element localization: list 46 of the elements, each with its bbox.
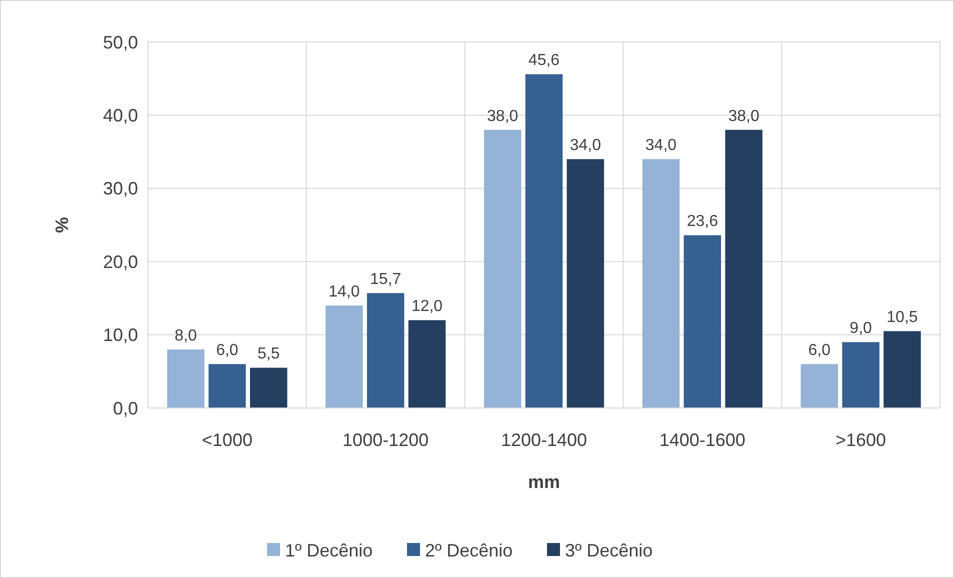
legend-label: 2º Decênio [425, 540, 513, 560]
y-tick-label: 50,0 [102, 32, 138, 52]
x-tick-label: 1000-1200 [342, 430, 429, 450]
bar [484, 130, 522, 408]
bar [566, 159, 604, 408]
data-label: 10,5 [886, 309, 918, 326]
legend-label: 3º Decênio [565, 540, 653, 560]
data-label: 34,0 [570, 137, 602, 154]
bar [842, 342, 880, 408]
data-label: 45,6 [528, 52, 560, 70]
data-label: 12,0 [411, 298, 443, 316]
data-label: 38,0 [487, 108, 518, 125]
legend-label: 1º Decênio [285, 540, 373, 560]
data-label: 6,0 [216, 342, 238, 360]
data-label: 34,0 [645, 137, 677, 154]
bar [684, 235, 722, 408]
data-label: 9,0 [850, 320, 872, 338]
bar [642, 159, 680, 408]
bar [800, 364, 838, 408]
data-label: 14,0 [328, 284, 360, 301]
bar [725, 130, 762, 408]
y-tick-label: 10,0 [102, 325, 138, 346]
data-label: 38,0 [728, 108, 760, 125]
y-axis-title: % [52, 216, 72, 234]
bar [408, 320, 446, 408]
bar [208, 364, 246, 408]
x-tick-label: >1600 [836, 430, 886, 450]
y-tick-label: 40,0 [102, 106, 138, 126]
bar [366, 293, 404, 408]
data-label: 8,0 [174, 327, 198, 344]
bar [884, 331, 921, 408]
bar [167, 349, 204, 408]
y-tick-label: 0,0 [112, 398, 138, 418]
bar [326, 306, 363, 408]
bar [250, 368, 288, 408]
y-tick-label: 20,0 [102, 252, 138, 272]
data-label: 5,5 [257, 346, 280, 363]
y-tick-label: 30,0 [102, 178, 138, 199]
data-label: 23,6 [686, 213, 718, 230]
data-label: 15,7 [370, 271, 402, 288]
bar [525, 74, 563, 408]
data-label: 6,0 [808, 342, 831, 360]
x-axis-title: mm [528, 472, 560, 492]
x-tick-label: 1200-1400 [500, 430, 588, 450]
x-tick-label: <1000 [202, 430, 252, 450]
x-tick-label: 1400-1600 [659, 430, 746, 450]
